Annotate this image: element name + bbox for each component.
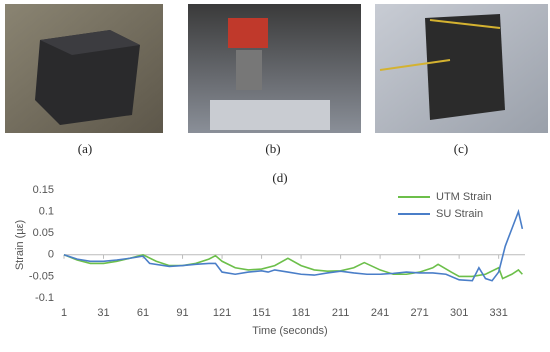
x-tick-label: 1 [61, 307, 67, 319]
x-tick-label: 121 [213, 307, 231, 319]
legend-label: SU Strain [436, 208, 483, 220]
chart-title: (d) [272, 170, 287, 185]
y-tick-label: 0.15 [33, 184, 54, 196]
y-tick-label: -0.1 [35, 292, 54, 304]
photo-a [5, 4, 163, 133]
x-tick-label: 301 [450, 307, 468, 319]
x-tick-label: 61 [137, 307, 149, 319]
legend-label: UTM Strain [436, 191, 492, 203]
series-line [63, 253, 523, 280]
series-line [63, 208, 524, 282]
y-axis-label: Strain (µε) [14, 220, 26, 270]
y-tick-label: 0.05 [33, 227, 54, 239]
photo-label: (b) [265, 141, 280, 156]
y-tick-label: -0.05 [29, 270, 54, 282]
x-tick-label: 211 [332, 307, 350, 319]
x-tick-label: 181 [292, 307, 310, 319]
photo-b [188, 4, 361, 133]
photo-label: (c) [454, 141, 468, 156]
x-tick-label: 331 [489, 307, 507, 319]
x-axis-label: Time (seconds) [252, 325, 327, 337]
y-tick-label: 0.1 [39, 206, 54, 218]
photo-c [375, 4, 548, 133]
x-tick-label: 31 [97, 307, 109, 319]
x-tick-label: 151 [252, 307, 270, 319]
x-tick-label: 241 [371, 307, 389, 319]
photo-label: (a) [78, 141, 92, 156]
y-tick-label: 0 [48, 249, 54, 261]
x-tick-label: 91 [176, 307, 188, 319]
x-tick-label: 271 [410, 307, 428, 319]
